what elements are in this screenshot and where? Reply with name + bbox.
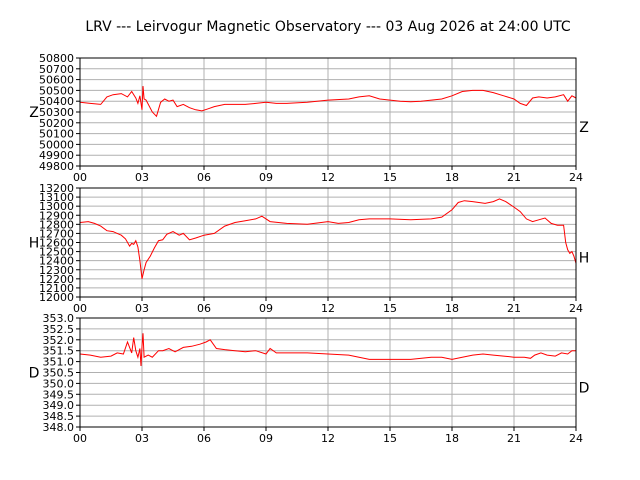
- d-ytick-label-8: 352.0: [43, 334, 75, 347]
- h-ytick-label-7: 12700: [39, 227, 74, 240]
- d-ytick-label-9: 352.5: [43, 323, 75, 336]
- h-ytick-label-11: 13100: [39, 191, 74, 204]
- z-trace: [79, 86, 577, 118]
- z-xtick-label-7: 21: [507, 171, 521, 184]
- h-trace: [79, 198, 577, 279]
- d-xtick-label-8: 24: [569, 432, 583, 445]
- z-ytick-label-2: 50000: [39, 138, 74, 151]
- z-ytick-label-9: 50700: [39, 63, 74, 76]
- h-xtick-label-7: 21: [507, 302, 521, 315]
- h-ytick-label-6: 12600: [39, 237, 74, 250]
- h-xtick-label-6: 18: [445, 302, 459, 315]
- h-ytick-label-1: 12100: [39, 282, 74, 295]
- z-xtick-label-8: 24: [569, 171, 583, 184]
- h-ytick-label-12: 13200: [39, 182, 74, 195]
- z-ytick-label-5: 50300: [39, 106, 74, 119]
- z-xtick-label-5: 15: [383, 171, 397, 184]
- d-xtick-label-5: 15: [383, 432, 397, 445]
- h-ytick-label-5: 12500: [39, 246, 74, 259]
- d-label-left: D: [29, 366, 40, 382]
- z-ytick-label-7: 50500: [39, 84, 74, 97]
- d-ytick-label-2: 349.0: [43, 399, 75, 412]
- z-ytick-label-0: 49800: [39, 160, 74, 173]
- h-ytick-label-4: 12400: [39, 255, 74, 268]
- d-ytick-label-6: 351.0: [43, 356, 75, 369]
- d-ytick-label-10: 353.0: [43, 312, 75, 325]
- h-xtick-label-3: 09: [259, 302, 273, 315]
- chart-title: LRV --- Leirvogur Magnetic Observatory -…: [85, 19, 571, 35]
- h-xtick-label-8: 24: [569, 302, 583, 315]
- d-xtick-label-2: 06: [197, 432, 211, 445]
- z-ytick-label-8: 50600: [39, 74, 74, 87]
- d-xtick-label-3: 09: [259, 432, 273, 445]
- h-xtick-label-1: 03: [135, 302, 149, 315]
- d-xtick-label-7: 21: [507, 432, 521, 445]
- h-xtick-label-2: 06: [197, 302, 211, 315]
- d-xtick-label-4: 12: [321, 432, 335, 445]
- h-ytick-label-10: 13000: [39, 200, 74, 213]
- z-ytick-label-1: 49900: [39, 149, 74, 162]
- z-xtick-label-2: 06: [197, 171, 211, 184]
- z-ytick-label-3: 50100: [39, 128, 74, 141]
- z-xtick-label-4: 12: [321, 171, 335, 184]
- h-ytick-label-2: 12200: [39, 273, 74, 286]
- h-ytick-label-8: 12800: [39, 218, 74, 231]
- d-ytick-label-1: 348.5: [43, 410, 75, 423]
- z-xtick-label-1: 03: [135, 171, 149, 184]
- d-ytick-label-5: 350.5: [43, 367, 75, 380]
- d-xtick-label-6: 18: [445, 432, 459, 445]
- h-xtick-label-5: 15: [383, 302, 397, 315]
- z-ytick-label-6: 50400: [39, 95, 74, 108]
- d-ytick-label-7: 351.5: [43, 345, 75, 358]
- d-xtick-label-1: 03: [135, 432, 149, 445]
- d-ytick-label-0: 348.0: [43, 421, 75, 434]
- h-label-left: H: [29, 236, 40, 252]
- z-ytick-label-10: 50800: [39, 52, 74, 65]
- h-label-right: H: [579, 251, 590, 267]
- z-label-right: Z: [579, 120, 589, 136]
- h-ytick-label-0: 12000: [39, 291, 74, 304]
- d-label-right: D: [579, 381, 590, 397]
- z-xtick-label-0: 00: [73, 171, 87, 184]
- h-xtick-label-0: 00: [73, 302, 87, 315]
- d-trace: [79, 333, 576, 367]
- z-ytick-label-4: 50200: [39, 117, 74, 130]
- d-xtick-label-0: 00: [73, 432, 87, 445]
- z-xtick-label-6: 18: [445, 171, 459, 184]
- z-label-left: Z: [29, 105, 39, 121]
- h-ytick-label-9: 12900: [39, 209, 74, 222]
- h-ytick-label-3: 12300: [39, 264, 74, 277]
- z-xtick-label-3: 09: [259, 171, 273, 184]
- h-xtick-label-4: 12: [321, 302, 335, 315]
- d-ytick-label-4: 350.0: [43, 377, 75, 390]
- d-ytick-label-3: 349.5: [43, 388, 75, 401]
